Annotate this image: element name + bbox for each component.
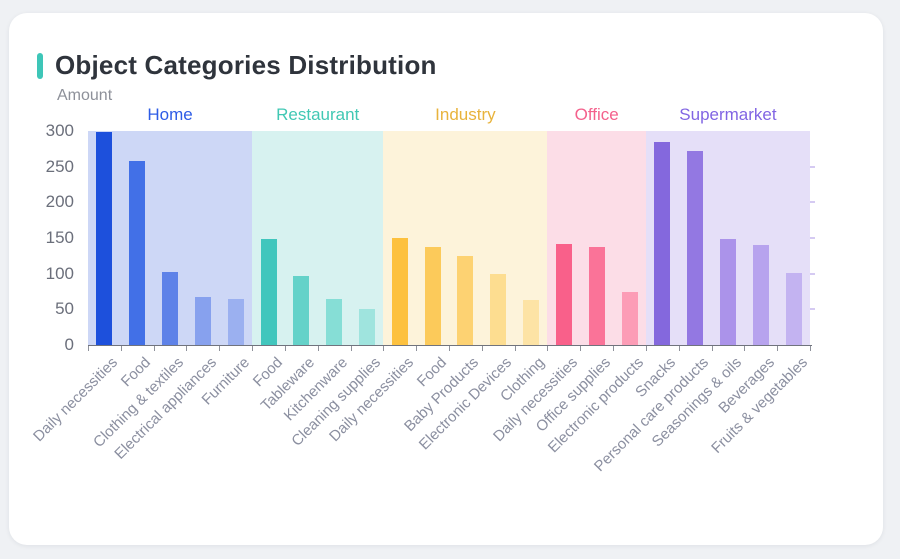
x-axis-tick <box>810 346 811 351</box>
x-axis-tick <box>153 346 155 351</box>
y-tick-label-150: 150 <box>45 228 74 247</box>
x-axis-tick <box>547 346 549 351</box>
x-axis-tick <box>383 346 385 351</box>
x-axis-tick <box>481 346 483 351</box>
bar-home-clothing-textiles[interactable] <box>162 272 179 345</box>
bar-home-electrical-appliances[interactable] <box>194 296 211 345</box>
right-axis-tick <box>810 237 815 239</box>
x-axis-tick <box>88 346 89 351</box>
chart-title: Object Categories Distribution <box>55 50 437 80</box>
right-axis-tick <box>810 308 815 311</box>
group-label-home: Home <box>147 105 193 124</box>
y-tick-label-50: 50 <box>55 299 74 319</box>
right-axis-tick <box>810 201 815 204</box>
x-axis-tick <box>120 346 122 351</box>
bar-supermarket-seasonings-oils[interactable] <box>719 239 736 345</box>
right-axis-tick <box>810 272 815 275</box>
chart-card: Object Categories Distribution Amount Ho… <box>9 13 883 545</box>
x-axis-tick <box>711 346 713 351</box>
group-label-industry: Industry <box>435 105 496 124</box>
bar-restaurant-tableware[interactable] <box>293 275 310 345</box>
x-axis-tick <box>252 346 254 351</box>
x-axis-tick <box>580 346 582 351</box>
x-axis-tick <box>186 346 188 351</box>
bar-home-food[interactable] <box>129 160 146 345</box>
bar-industry-baby-products[interactable] <box>457 255 474 345</box>
x-axis-tick <box>514 346 516 351</box>
bar-office-office-supplies[interactable] <box>588 246 605 345</box>
bar-home-daily-necessities[interactable] <box>96 132 113 345</box>
bar-restaurant-cleaning-supplies[interactable] <box>358 309 375 345</box>
y-tick-label-0: 0 <box>64 335 74 354</box>
x-axis-tick <box>613 346 615 351</box>
bar-industry-clothing[interactable] <box>523 300 540 345</box>
group-label-supermarket: Supermarket <box>679 105 777 124</box>
x-axis-tick <box>777 346 779 351</box>
bar-industry-electronic-devices[interactable] <box>490 274 507 345</box>
bar-supermarket-personal-care-products[interactable] <box>687 150 704 345</box>
y-tick-label-250: 250 <box>45 156 74 176</box>
x-axis-tick <box>219 346 221 351</box>
plot-area: Home Daily necessities Food Clothing & text… <box>30 105 815 475</box>
y-tick-label-100: 100 <box>45 263 74 283</box>
bar-supermarket-fruits-vegetables[interactable] <box>785 272 802 345</box>
x-axis-tick <box>284 346 286 351</box>
x-axis-tick <box>678 346 680 351</box>
x-axis-tick <box>350 346 352 351</box>
y-tick-label-300: 300 <box>45 121 74 140</box>
bar-home-furniture[interactable] <box>227 299 244 345</box>
x-axis-tick <box>317 346 319 351</box>
group-label-restaurant: Restaurant <box>276 105 360 124</box>
bar-industry-food[interactable] <box>424 246 441 345</box>
x-axis-tick <box>645 346 647 351</box>
bar-restaurant-kitchenware[interactable] <box>326 298 343 345</box>
bar-restaurant-food[interactable] <box>260 239 277 345</box>
right-axis-tick <box>810 165 815 168</box>
x-axis-tick <box>416 346 418 351</box>
bar-supermarket-beverages[interactable] <box>752 245 769 345</box>
x-axis-tick <box>449 346 450 351</box>
bar-industry-daily-necessities[interactable] <box>391 238 408 345</box>
x-axis-tick <box>744 346 746 351</box>
bar-supermarket-snacks[interactable] <box>654 141 671 345</box>
bar-office-daily-necessities[interactable] <box>555 243 572 345</box>
y-axis-title: Amount <box>57 87 113 104</box>
title-accent-bar <box>37 52 43 79</box>
group-label-office: Office <box>574 105 619 124</box>
y-tick-label-200: 200 <box>45 192 74 212</box>
bar-office-electronic-products[interactable] <box>621 292 638 345</box>
x-axis-line <box>88 345 812 346</box>
title-row: Object Categories Distribution <box>37 50 437 81</box>
